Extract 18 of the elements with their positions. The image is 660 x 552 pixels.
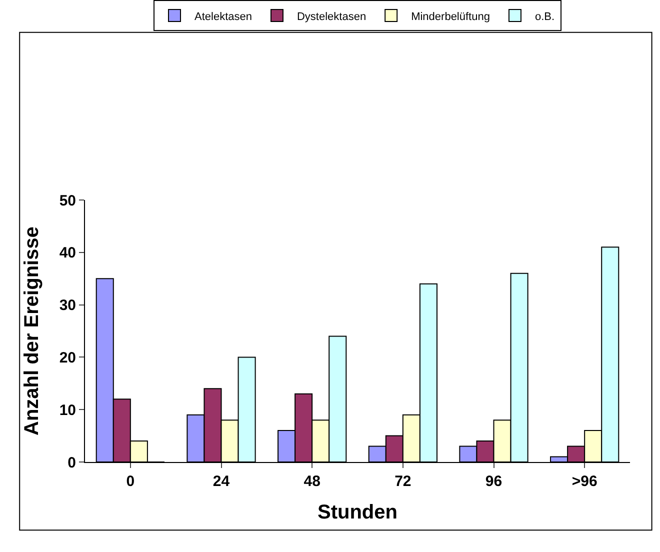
x-tick-label: 96 xyxy=(485,473,502,490)
legend-label: Atelektasen xyxy=(194,10,252,23)
legend-label: Minderbelüftung xyxy=(411,10,490,23)
y-axis-title: Anzahl der Ereignisse xyxy=(20,226,43,436)
x-tick-label: 48 xyxy=(304,473,320,490)
x-tick-label: 0 xyxy=(126,473,135,490)
y-tick-label: 50 xyxy=(59,192,76,210)
y-tick-label: 40 xyxy=(59,244,76,262)
x-tick-label: >96 xyxy=(572,473,598,490)
legend-label: o.B. xyxy=(534,10,555,23)
y-tick-label: 10 xyxy=(59,402,76,419)
x-tick-label: 72 xyxy=(394,473,412,490)
y-tick-label: 0 xyxy=(68,454,76,472)
x-tick-label: 24 xyxy=(212,473,230,490)
y-tick-label: 20 xyxy=(59,349,76,366)
x-axis-title: Stunden xyxy=(318,502,398,524)
y-tick-label: 30 xyxy=(59,297,76,314)
legend-label: Dystelektasen xyxy=(296,10,366,23)
